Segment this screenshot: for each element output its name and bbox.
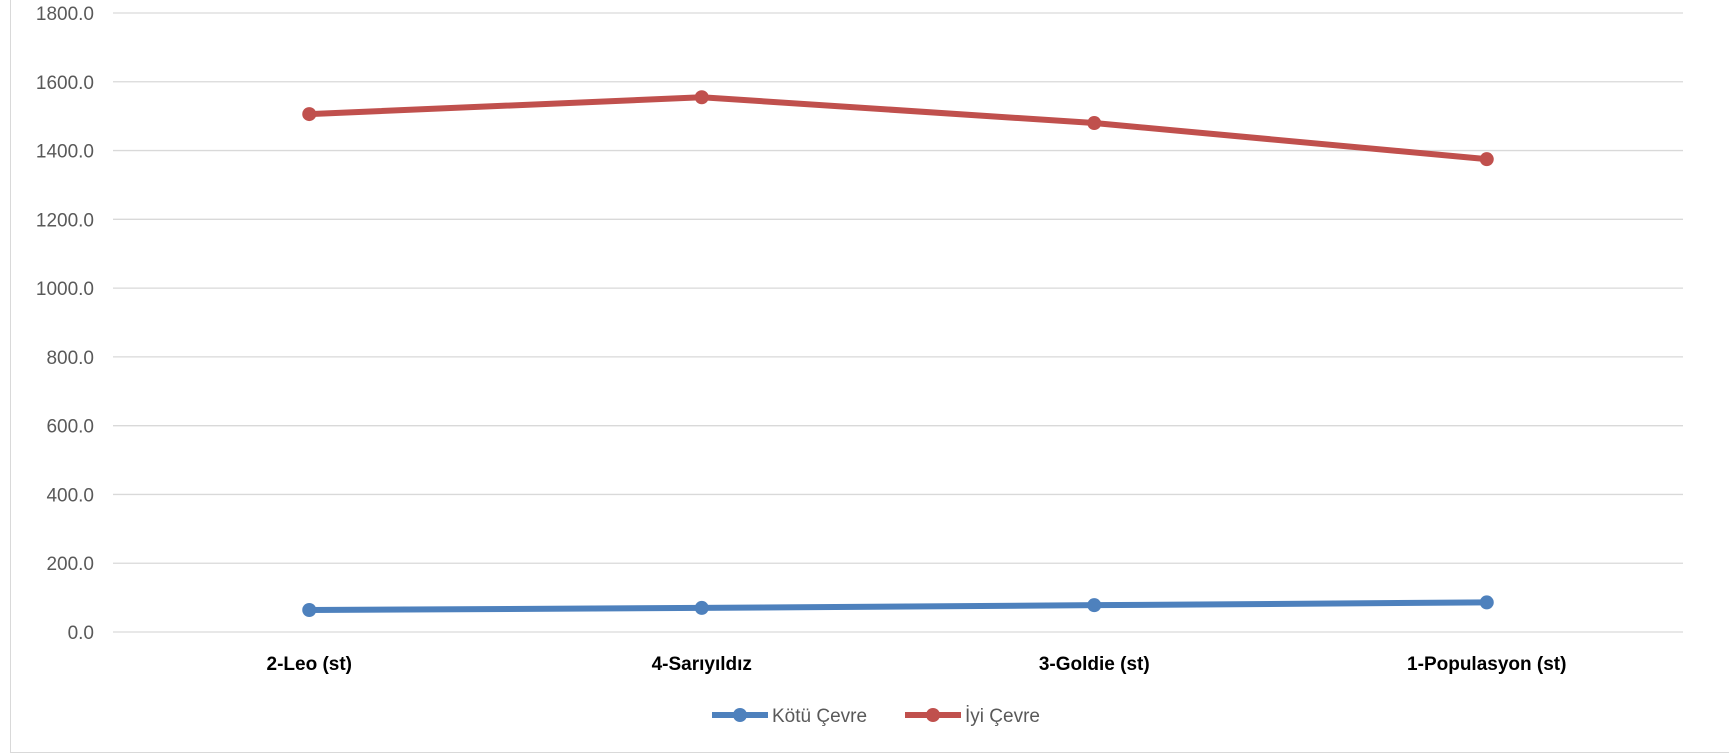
y-tick-label: 1800.0 <box>36 4 94 25</box>
data-point <box>1479 152 1494 167</box>
series-lines <box>302 90 1494 617</box>
data-point <box>694 600 709 615</box>
chart-frame <box>10 0 1729 753</box>
series-line <box>306 599 1490 613</box>
legend-label: İyi Çevre <box>965 706 1040 727</box>
x-category-label: 2-Leo (st) <box>267 654 353 675</box>
legend-item: Kötü Çevre <box>712 706 867 727</box>
legend-point-marker <box>733 708 747 722</box>
y-tick-label: 1200.0 <box>36 210 94 231</box>
gridlines <box>113 12 1683 633</box>
y-tick-label: 1600.0 <box>36 73 94 94</box>
y-tick-label: 1400.0 <box>36 142 94 163</box>
data-point <box>1479 595 1494 610</box>
legend-label: Kötü Çevre <box>772 706 867 727</box>
y-tick-label: 200.0 <box>46 554 94 575</box>
legend-point-marker <box>926 708 940 722</box>
x-category-label: 3-Goldie (st) <box>1039 654 1150 675</box>
series-kotu-cevre <box>302 595 1494 617</box>
data-point <box>1087 116 1102 131</box>
x-category-label: 4-Sarıyıldız <box>652 654 752 675</box>
data-point <box>1087 598 1102 613</box>
x-axis-categories: 2-Leo (st) 4-Sarıyıldız 3-Goldie (st) 1-Pop… <box>267 654 1567 675</box>
x-category-label: 1-Populasyon (st) <box>1407 654 1566 675</box>
series-iyi-cevre <box>302 90 1494 167</box>
data-point <box>302 107 317 122</box>
series-line <box>306 94 1490 163</box>
y-tick-label: 400.0 <box>46 485 94 506</box>
data-point <box>694 90 709 105</box>
data-point <box>302 602 317 617</box>
y-tick-label: 1000.0 <box>36 279 94 300</box>
y-tick-label: 800.0 <box>46 348 94 369</box>
legend: Kötü Çevre İyi Çevre <box>712 706 1040 727</box>
y-axis-ticks: 0.0 200.0 400.0 600.0 800.0 1000.0 1200.0 1400.… <box>36 4 94 644</box>
y-tick-label: 600.0 <box>46 417 94 438</box>
y-tick-label: 0.0 <box>68 623 94 644</box>
legend-item: İyi Çevre <box>905 706 1040 727</box>
